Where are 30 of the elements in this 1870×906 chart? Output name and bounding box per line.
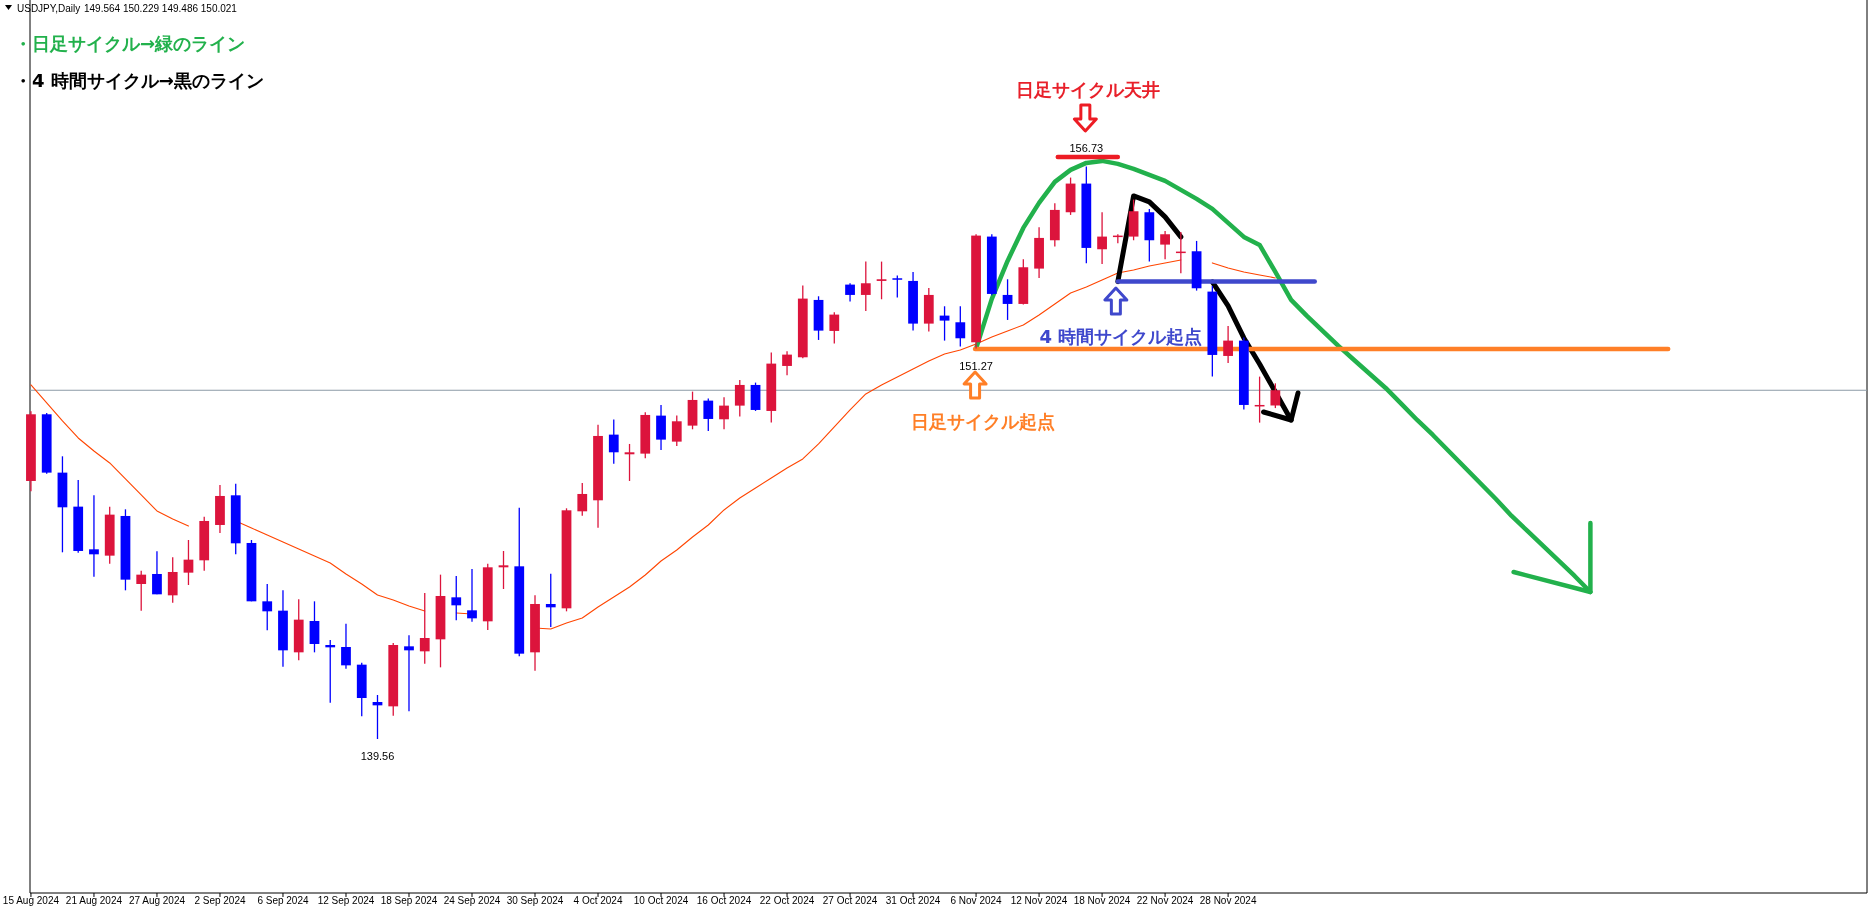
- annotation: 4 時間サイクル起点: [1039, 326, 1203, 347]
- x-tick-label: 22 Nov 2024: [1136, 895, 1194, 906]
- x-tick-label: 24 Sep 2024: [443, 895, 501, 906]
- x-tick-label: 6 Nov 2024: [950, 895, 1003, 906]
- x-tick-label: 2 Sep 2024: [194, 895, 246, 906]
- x-tick-label: 12 Nov 2024: [1010, 895, 1068, 906]
- x-tick-label: 27 Aug 2024: [128, 895, 186, 906]
- x-tick-label: 21 Aug 2024: [65, 895, 123, 906]
- x-tick-label: 27 Oct 2024: [822, 895, 878, 906]
- annotation: 139.56: [360, 750, 395, 763]
- chart-title: USDJPY,Daily: [17, 2, 81, 14]
- x-tick-label: 6 Sep 2024: [257, 895, 309, 906]
- x-tick-label: 15 Aug 2024: [2, 895, 60, 906]
- text: ・4 時間サイクル→黒のライン: [14, 70, 264, 91]
- x-tick-label: 4 Oct 2024: [573, 895, 623, 906]
- chart-subtitle: 149.564 150.229 149.486 150.021: [84, 2, 238, 14]
- x-tick-label: 16 Oct 2024: [696, 895, 752, 906]
- text: ・日足サイクル→緑のライン: [14, 33, 246, 54]
- annotation: 日足サイクル起点: [910, 411, 1055, 432]
- x-tick-label: 10 Oct 2024: [633, 895, 689, 906]
- annotation: 156.73: [1069, 141, 1104, 154]
- x-tick-label: 18 Sep 2024: [380, 895, 438, 906]
- x-tick-label: 12 Sep 2024: [317, 895, 375, 906]
- x-tick-label: 30 Sep 2024: [506, 895, 564, 906]
- x-tick-label: 18 Nov 2024: [1073, 895, 1131, 906]
- x-tick-label: 28 Nov 2024: [1199, 895, 1257, 906]
- text: 日足サイクル天井: [1016, 79, 1161, 100]
- annotation: 151.27: [959, 359, 993, 372]
- x-tick-label: 22 Oct 2024: [759, 895, 815, 906]
- x-tick-label: 31 Oct 2024: [885, 895, 941, 906]
